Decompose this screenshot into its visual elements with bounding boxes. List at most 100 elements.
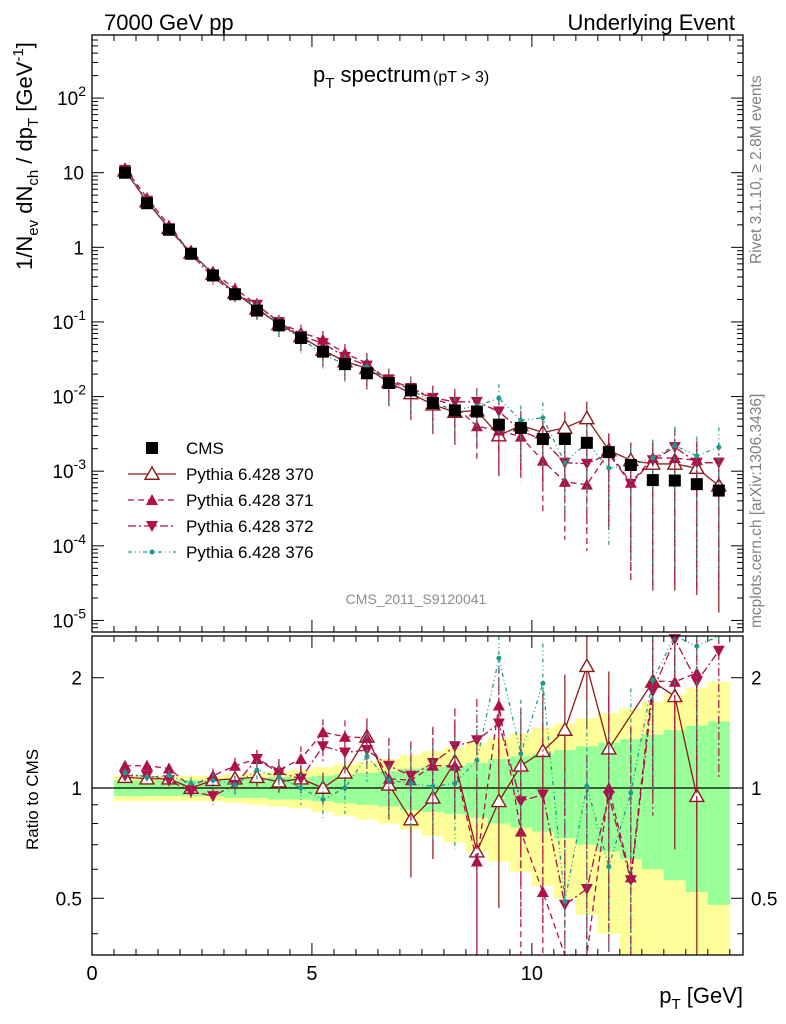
ratio-point	[650, 677, 656, 683]
data-point	[316, 345, 329, 358]
x-axis-label: pT [GeV]	[659, 983, 743, 1013]
data-point	[514, 421, 527, 434]
band-inner	[707, 721, 730, 905]
ratio-point	[580, 883, 593, 895]
data-point	[250, 304, 263, 317]
series-line	[124, 167, 697, 486]
data-point	[558, 432, 571, 445]
ratio-point	[518, 751, 524, 757]
ratio-point	[628, 790, 634, 796]
ratio-point	[364, 753, 370, 759]
data-point	[646, 474, 659, 487]
legend-marker	[146, 442, 158, 454]
data-point	[316, 338, 329, 350]
ratio-point	[448, 741, 461, 753]
analysis-label: CMS_2011_S9120041	[346, 591, 487, 607]
data-point	[578, 409, 596, 425]
legend-label: Pythia 6.428 370	[186, 465, 314, 484]
ratio-point	[540, 680, 546, 686]
ratio-point	[536, 886, 549, 898]
data-point	[536, 432, 549, 445]
legend-marker	[149, 549, 155, 555]
data-point	[712, 457, 725, 469]
data-point	[404, 384, 417, 397]
ratio-point	[470, 855, 483, 867]
ratio-point	[408, 780, 414, 786]
ratio-point	[536, 789, 549, 801]
ratio-point	[166, 773, 172, 779]
ratio-point	[712, 645, 725, 657]
axes-ticks: 0 5 10 10-5 10-4 10-3 10-2 10-1 1 10 102 0.5 0.5 1 1 2 2	[52, 34, 777, 985]
ratio-point	[320, 797, 326, 803]
band-inner	[355, 772, 378, 805]
data-point	[694, 453, 700, 459]
ratio-point	[404, 770, 417, 782]
ratio-panel-frame	[91, 635, 744, 956]
ratio-point	[162, 775, 175, 787]
data-point	[712, 484, 725, 497]
legend-label: Pythia 6.428 371	[186, 491, 314, 510]
ratio-axis-label: Ratio to CMS	[23, 749, 42, 850]
ratio-point	[276, 774, 282, 780]
ratio-point	[118, 759, 131, 771]
data-point	[184, 247, 197, 260]
data-point	[690, 478, 703, 491]
ratio-line	[124, 637, 720, 906]
ratio-point	[250, 753, 263, 765]
data-point	[492, 418, 505, 431]
data-point	[716, 444, 722, 450]
ratio-point	[474, 757, 480, 763]
data-point	[228, 288, 241, 301]
ratio-point	[188, 780, 194, 786]
data-point	[448, 404, 461, 417]
ratio-point	[562, 898, 568, 904]
ratio-point	[606, 864, 612, 870]
legend: CMS Pythia 6.428 370 Pythia 6.428 371 Pythi…	[128, 439, 314, 562]
data-point	[382, 376, 395, 389]
data-point	[470, 396, 483, 408]
legend-label: Pythia 6.428 372	[186, 517, 314, 536]
ratio-y-tick-label: 1	[71, 779, 82, 800]
data-point	[672, 443, 678, 449]
ratio-point	[556, 721, 574, 736]
y-tick-label: 10	[63, 164, 84, 185]
y-tick-label: 10-4	[52, 531, 86, 558]
ratio-y-tick-label: 2	[751, 669, 762, 690]
data-point	[140, 197, 153, 210]
ratio-point	[430, 783, 436, 789]
ratio-point	[694, 643, 700, 649]
series-line	[124, 169, 719, 485]
ratio-point	[254, 767, 260, 773]
ratio-point	[316, 741, 329, 753]
main-panel-frame	[91, 34, 744, 633]
ratio-point	[490, 792, 508, 808]
ratio-point	[578, 657, 596, 673]
x-tick-label: 10	[521, 963, 543, 985]
data-point	[580, 436, 593, 449]
rivet-label: Rivet 3.1.10, ≥ 2.8M events	[748, 75, 765, 264]
y-tick-label: 10-3	[52, 456, 86, 483]
y-tick-label: 10-1	[52, 307, 86, 334]
ratio-y-tick-label: 2	[71, 669, 82, 690]
ratio-point	[452, 780, 458, 786]
data-point	[540, 415, 546, 421]
ratio-point	[210, 777, 216, 783]
data-point	[206, 269, 219, 282]
data-point	[606, 465, 612, 471]
data-point	[294, 331, 307, 344]
ratio-point	[492, 718, 505, 730]
ratio-point	[206, 791, 219, 803]
ratio-point	[298, 785, 304, 791]
data-point	[518, 417, 524, 423]
data-point	[118, 166, 131, 179]
y-tick-label: 102	[57, 83, 86, 110]
ratio-point	[342, 785, 348, 791]
y-tick-label: 1	[73, 238, 84, 259]
data-point	[162, 223, 175, 236]
data-point	[470, 405, 483, 418]
ratio-point	[232, 782, 238, 788]
ratio-point	[316, 726, 329, 738]
x-tick-label: 0	[86, 963, 97, 985]
process-label: Underlying Event	[567, 10, 735, 35]
data-point	[272, 319, 285, 332]
